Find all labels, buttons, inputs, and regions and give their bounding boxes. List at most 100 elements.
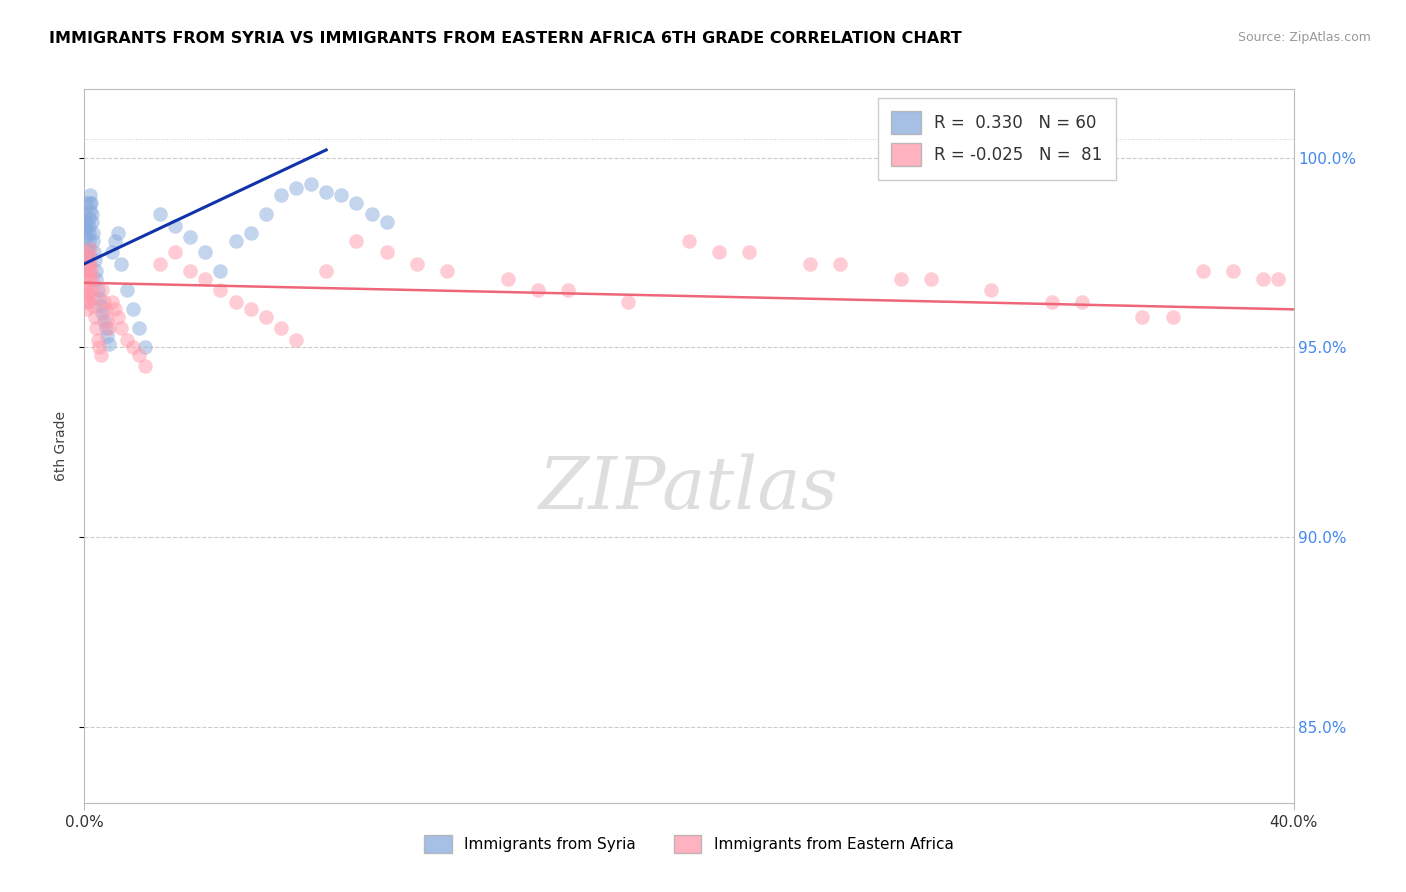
Point	[100, 245, 122, 260]
Point	[799, 257, 821, 271]
Point	[80, 264, 103, 278]
Point	[76, 294, 98, 309]
Point	[84, 252, 107, 267]
Point	[93, 294, 115, 309]
Point	[225, 234, 247, 248]
Point	[496, 272, 519, 286]
Point	[77, 227, 100, 241]
Point	[86, 321, 108, 335]
Point	[76, 252, 98, 267]
Point	[75, 252, 97, 267]
Point	[97, 336, 120, 351]
Point	[330, 188, 353, 202]
Point	[75, 207, 97, 221]
Point	[149, 207, 172, 221]
Point	[77, 272, 100, 286]
Point	[76, 257, 98, 271]
Point	[73, 245, 96, 260]
Point	[149, 257, 172, 271]
Point	[89, 340, 111, 354]
Point	[75, 264, 97, 278]
Point	[82, 227, 104, 241]
Point	[89, 291, 111, 305]
Point	[709, 245, 731, 260]
Point	[90, 299, 112, 313]
Point	[128, 348, 150, 362]
Point	[115, 284, 138, 298]
Point	[79, 249, 101, 263]
Point	[179, 264, 201, 278]
Point	[79, 211, 101, 226]
Point	[254, 207, 277, 221]
Point	[104, 234, 127, 248]
Point	[75, 222, 97, 236]
Point	[77, 234, 100, 248]
Point	[76, 287, 98, 301]
Point	[209, 284, 232, 298]
Point	[134, 340, 156, 354]
Text: ZIPatlas: ZIPatlas	[538, 453, 839, 524]
Point	[91, 284, 114, 298]
Point	[346, 234, 368, 248]
Point	[94, 321, 117, 335]
Point	[77, 287, 100, 301]
Point	[77, 249, 100, 263]
Point	[82, 234, 104, 248]
Point	[110, 321, 132, 335]
Point	[83, 245, 105, 260]
Point	[121, 302, 143, 317]
Point	[285, 333, 308, 347]
Point	[254, 310, 277, 324]
Point	[375, 245, 398, 260]
Point	[86, 272, 108, 286]
Point	[134, 359, 156, 374]
Point	[299, 177, 322, 191]
Point	[75, 196, 97, 211]
Point	[90, 348, 112, 362]
Y-axis label: 6th Grade: 6th Grade	[53, 411, 67, 481]
Point	[121, 340, 143, 354]
Point	[194, 245, 217, 260]
Point	[84, 264, 107, 278]
Point	[165, 219, 187, 233]
Point	[194, 272, 217, 286]
Point	[84, 310, 107, 324]
Point	[128, 321, 150, 335]
Point	[104, 302, 127, 317]
Point	[76, 230, 98, 244]
Point	[82, 284, 104, 298]
Point	[830, 257, 852, 271]
Point	[77, 257, 100, 271]
Point	[1267, 272, 1289, 286]
Point	[1161, 310, 1184, 324]
Point	[346, 196, 368, 211]
Point	[76, 279, 98, 293]
Point	[738, 245, 761, 260]
Point	[1253, 272, 1275, 286]
Point	[406, 257, 429, 271]
Point	[75, 272, 97, 286]
Point	[239, 227, 262, 241]
Point	[165, 245, 187, 260]
Point	[76, 245, 98, 260]
Point	[315, 264, 337, 278]
Point	[77, 279, 100, 293]
Point	[225, 294, 247, 309]
Point	[79, 196, 101, 211]
Point	[82, 215, 104, 229]
Point	[77, 219, 100, 233]
Point	[79, 257, 101, 271]
Point	[91, 306, 114, 320]
Point	[617, 294, 640, 309]
Point	[1192, 264, 1215, 278]
Point	[1132, 310, 1154, 324]
Point	[920, 272, 942, 286]
Point	[209, 264, 232, 278]
Point	[96, 314, 118, 328]
Point	[82, 291, 104, 305]
Point	[73, 219, 96, 233]
Point	[360, 207, 382, 221]
Point	[1222, 264, 1244, 278]
Point	[1071, 294, 1094, 309]
Point	[87, 284, 110, 298]
